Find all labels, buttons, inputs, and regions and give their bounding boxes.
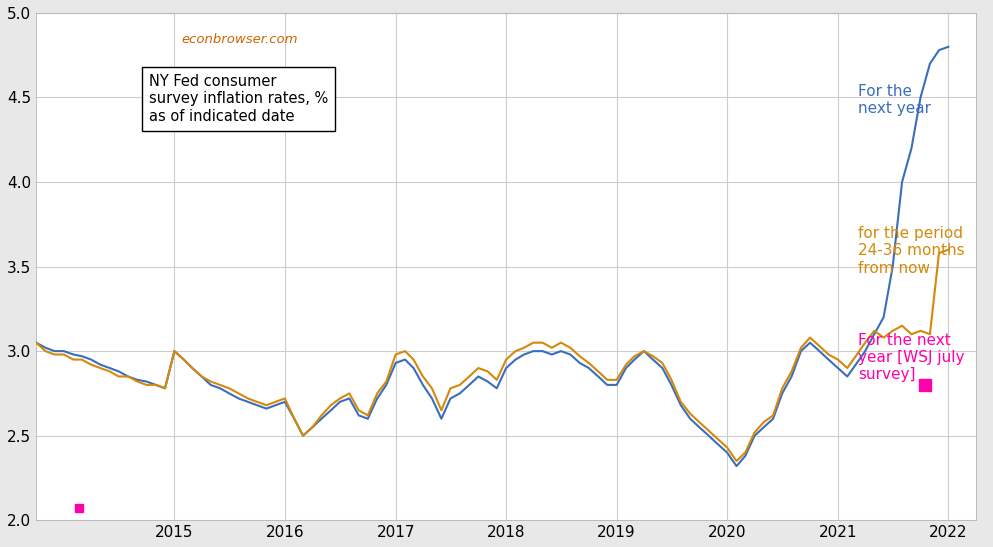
Text: For the
next year: For the next year (858, 84, 931, 117)
Text: econbrowser.com: econbrowser.com (182, 33, 298, 46)
Text: for the period
24-36 months
from now: for the period 24-36 months from now (858, 226, 965, 276)
Text: NY Fed consumer
survey inflation rates, %
as of indicated date: NY Fed consumer survey inflation rates, … (149, 74, 328, 124)
Text: For the next
year [WSJ july
survey]: For the next year [WSJ july survey] (858, 333, 964, 382)
